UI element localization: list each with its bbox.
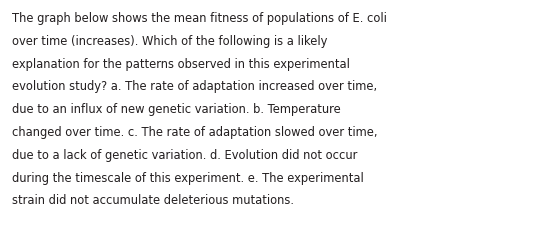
Text: over time (increases). Which of the following is a likely: over time (increases). Which of the foll…	[12, 35, 328, 48]
Text: strain did not accumulate deleterious mutations.: strain did not accumulate deleterious mu…	[12, 194, 294, 207]
Text: due to a lack of genetic variation. d. Evolution did not occur: due to a lack of genetic variation. d. E…	[12, 148, 357, 161]
Text: during the timescale of this experiment. e. The experimental: during the timescale of this experiment.…	[12, 171, 364, 184]
Text: due to an influx of new genetic variation. b. Temperature: due to an influx of new genetic variatio…	[12, 103, 341, 116]
Text: evolution study? a. The rate of adaptation increased over time,: evolution study? a. The rate of adaptati…	[12, 80, 377, 93]
Text: explanation for the patterns observed in this experimental: explanation for the patterns observed in…	[12, 57, 350, 70]
Text: The graph below shows the mean fitness of populations of E. coli: The graph below shows the mean fitness o…	[12, 12, 387, 25]
Text: changed over time. c. The rate of adaptation slowed over time,: changed over time. c. The rate of adapta…	[12, 125, 378, 138]
